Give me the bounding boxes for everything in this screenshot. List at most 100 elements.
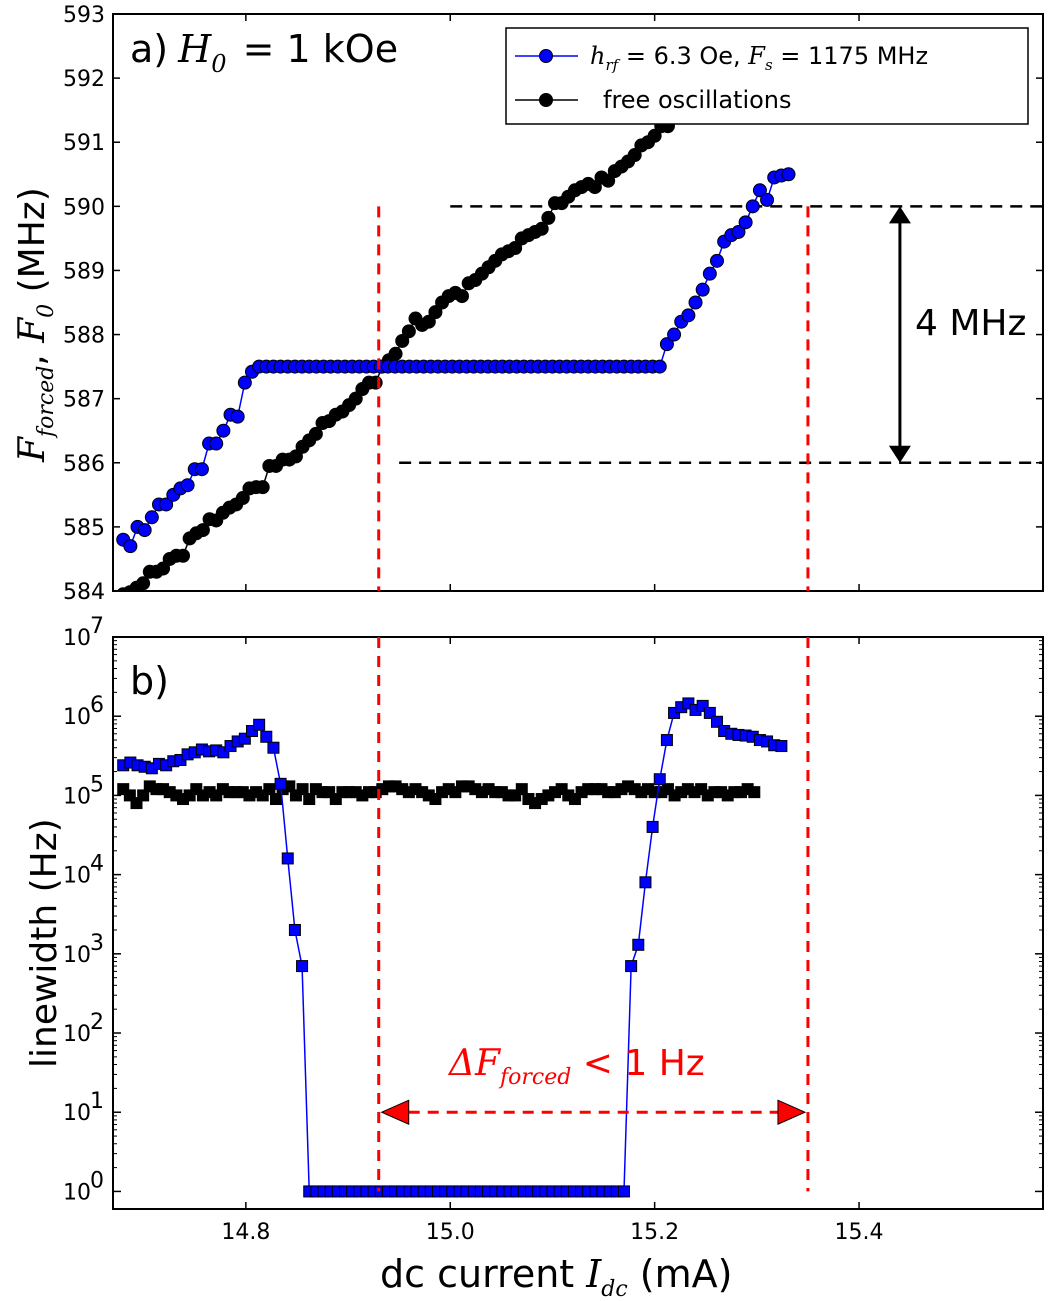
y-tick-label: 591 bbox=[63, 131, 105, 156]
panel-b-frame bbox=[112, 636, 1044, 1210]
y-tick-label: 587 bbox=[63, 388, 105, 413]
annotation-arrow-right bbox=[777, 1099, 807, 1125]
forced-point bbox=[688, 295, 703, 310]
forced-linewidth-point bbox=[281, 852, 294, 865]
y-tick-exponent: 7 bbox=[90, 614, 104, 639]
free-linewidth-point bbox=[263, 783, 276, 796]
y-tick-label: 10 bbox=[63, 626, 91, 651]
panel-a-dashed-lines bbox=[399, 205, 1043, 465]
forced-linewidth-point bbox=[617, 1185, 630, 1198]
panel-a-ylabel: Fforced, F0 (MHz) bbox=[12, 187, 59, 463]
forced-point bbox=[123, 539, 138, 554]
forced-linewidth-point bbox=[696, 699, 709, 712]
free-osc-point bbox=[255, 480, 270, 495]
free-osc-point bbox=[195, 523, 210, 538]
free-linewidth-point bbox=[130, 797, 143, 810]
legend-blue-sub1: rf bbox=[605, 56, 620, 74]
legend-blue-sub2: s bbox=[765, 56, 773, 74]
free-osc-point bbox=[388, 346, 403, 361]
arrow-head-up bbox=[888, 206, 911, 224]
series-forced bbox=[116, 167, 796, 554]
y-tick-exponent: 2 bbox=[90, 1010, 104, 1035]
free-osc-point bbox=[235, 491, 250, 506]
forced-linewidth-point bbox=[639, 876, 652, 889]
forced-linewidth-point bbox=[217, 746, 230, 759]
locking-boundaries bbox=[377, 206, 810, 1192]
free-osc-point bbox=[348, 391, 363, 406]
free-osc-point bbox=[428, 305, 443, 320]
y-tick-label: 584 bbox=[63, 580, 105, 605]
free-linewidth-point bbox=[429, 793, 442, 806]
span-annotation: 4 MHz bbox=[915, 303, 1026, 344]
y-tick-exponent: 5 bbox=[90, 772, 104, 797]
y-tick-base: 10 bbox=[63, 626, 91, 651]
free-linewidth-point bbox=[329, 793, 342, 806]
legend-blue-var1: h bbox=[590, 42, 605, 70]
forced-point bbox=[237, 375, 252, 390]
y-tick-exponent: 1 bbox=[90, 1089, 104, 1114]
y-tick-exponent: 6 bbox=[90, 693, 104, 718]
forced-point bbox=[159, 497, 174, 512]
free-linewidth-point bbox=[289, 789, 302, 802]
forced-point bbox=[144, 510, 159, 525]
y-tick-label: 593 bbox=[63, 3, 105, 28]
free-linewidth-point bbox=[117, 783, 130, 796]
y-tick-label: 10 bbox=[63, 1022, 91, 1047]
free-osc-point bbox=[508, 241, 523, 256]
legend-blue-mid: = 6.3 Oe, bbox=[618, 42, 748, 70]
y-tick-label: 589 bbox=[63, 259, 105, 284]
forced-linewidth-point bbox=[653, 773, 666, 786]
y-tick-base: 10 bbox=[63, 1022, 91, 1047]
panel-a-label: a) bbox=[130, 27, 168, 71]
panel-a: 584 585 586 587 588 589 590 591 592 593 4 MHz a) H… bbox=[12, 3, 1044, 605]
forced-linewidth-point bbox=[274, 777, 287, 790]
forced-linewidth-point bbox=[632, 938, 645, 951]
panel-a-title: a) H0 = 1 kOe bbox=[130, 27, 398, 78]
free-linewidth-point bbox=[190, 783, 203, 796]
free-osc-point bbox=[647, 128, 662, 143]
forced-linewidth-point bbox=[703, 706, 716, 719]
forced-linewidth-point bbox=[646, 820, 659, 833]
free-linewidth-point bbox=[256, 789, 269, 802]
forced-linewidth-point bbox=[660, 734, 673, 747]
free-osc-point bbox=[627, 148, 642, 163]
xlabel-pre: dc current bbox=[380, 1252, 586, 1296]
ylabel-var: F bbox=[12, 435, 53, 463]
y-tick-exponent: 4 bbox=[90, 852, 104, 877]
y-tick-exponent: 0 bbox=[90, 1168, 104, 1193]
forced-point bbox=[731, 224, 746, 239]
xlabel-var: I bbox=[585, 1252, 602, 1296]
free-osc-point bbox=[308, 426, 323, 441]
arrow-head-down bbox=[888, 445, 911, 463]
legend: hrf = 6.3 Oe, Fs = 1175 MHz free oscilla… bbox=[505, 27, 1029, 125]
ylabel-unit: (MHz) bbox=[12, 187, 53, 304]
series-forced-linewidth bbox=[117, 697, 788, 1198]
free-linewidth-point bbox=[123, 789, 136, 802]
y-tick-label: 590 bbox=[63, 195, 105, 220]
free-osc-point bbox=[395, 333, 410, 348]
forced-point bbox=[681, 308, 696, 323]
free-linewidth-point bbox=[509, 789, 522, 802]
free-osc-point bbox=[156, 561, 171, 576]
legend-black-label: free oscillations bbox=[603, 86, 792, 114]
free-osc-point bbox=[601, 173, 616, 188]
free-linewidth-point bbox=[515, 783, 528, 796]
ylabel-sub-forced: forced bbox=[34, 366, 59, 439]
y-tick-label: 10 bbox=[63, 1101, 91, 1126]
forced-point bbox=[702, 266, 717, 281]
y-tick-exponent: 3 bbox=[90, 931, 104, 956]
x-tick-label: 15.0 bbox=[426, 1220, 475, 1245]
free-osc-point bbox=[587, 180, 602, 195]
series-free-linewidth bbox=[117, 780, 761, 810]
free-linewidth-point bbox=[210, 789, 223, 802]
y-tick-base: 10 bbox=[63, 864, 91, 889]
legend-blue-marker bbox=[539, 49, 553, 63]
locking-annotation: ΔFforced < 1 Hz bbox=[447, 1043, 705, 1090]
free-linewidth-point bbox=[270, 793, 283, 806]
forced-point bbox=[216, 423, 231, 438]
panel-b-x-axis: 14.8 15.0 15.2 15.4 bbox=[221, 637, 884, 1245]
annotation-sub: forced bbox=[498, 1065, 571, 1090]
locking-interval-arrow bbox=[380, 1099, 807, 1125]
ylabel-var2: F bbox=[12, 316, 53, 344]
forced-linewidth-point bbox=[710, 715, 723, 728]
